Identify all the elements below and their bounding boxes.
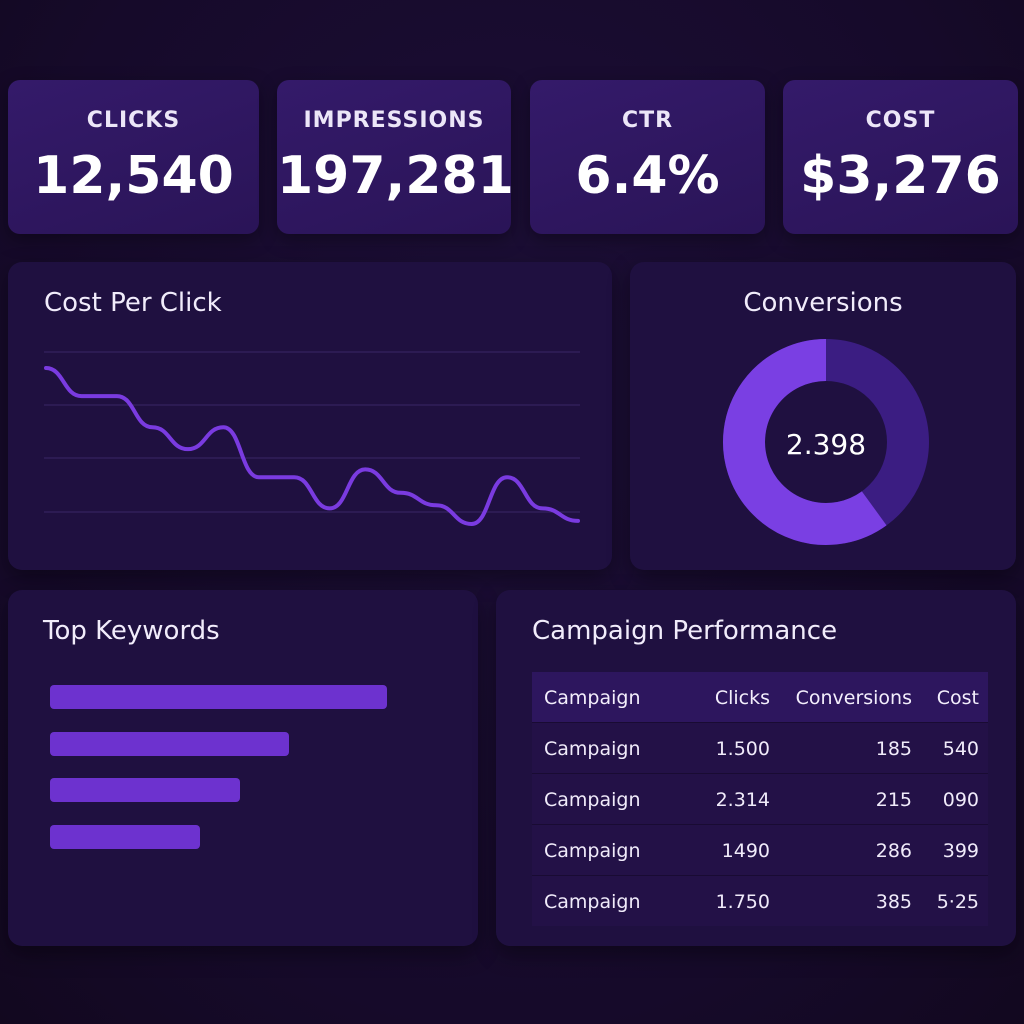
keyword-bar [50, 824, 200, 849]
campaign-table: Campaign Clicks Conversions Cost Campaig… [532, 672, 988, 926]
cell-conversions: 185 [875, 738, 912, 760]
header-campaign: Campaign [544, 687, 641, 709]
cell-cost: 5·25 [936, 891, 979, 913]
keyword-bar [50, 685, 387, 709]
cell-campaign: Campaign [544, 738, 641, 760]
cell-conversions: 385 [875, 891, 912, 913]
cell-cost: 540 [942, 738, 979, 760]
conversions-value: 2.398 [785, 428, 867, 461]
conversions-panel: Conversions 2.398 [630, 262, 1016, 570]
table-row: Campaign 1.750 385 5·25 [532, 875, 988, 926]
kpi-label: CTR [621, 108, 674, 133]
kpi-label: CLICKS [86, 108, 181, 133]
cell-conversions: 286 [875, 840, 912, 862]
header-cost: Cost [936, 687, 979, 709]
keyword-bar [50, 731, 289, 756]
kpi-card-cost: COST $3,276 [783, 80, 1018, 234]
cell-clicks: 2.314 [715, 789, 770, 811]
cpc-panel: Cost Per Click [8, 262, 612, 570]
kpi-card-impressions: IMPRESSIONS 197,281 [277, 80, 514, 234]
kpi-card-clicks: CLICKS 12,540 [8, 80, 259, 234]
table-header: Campaign Clicks Conversions Cost [532, 672, 988, 722]
cell-cost: 090 [942, 789, 979, 811]
kpi-card-ctr: CTR 6.4% [530, 80, 765, 234]
cpc-series-line [44, 366, 580, 526]
kpi-value: 12,540 [33, 146, 234, 206]
kpi-label: IMPRESSIONS [303, 108, 485, 133]
table-row: Campaign 1.500 185 540 [532, 722, 988, 773]
donut-fill [723, 339, 887, 545]
cell-clicks: 1490 [721, 840, 770, 862]
kpi-value: 6.4% [575, 146, 720, 206]
table-row: Campaign 2.314 215 090 [532, 773, 988, 824]
cpc-title: Cost Per Click [44, 288, 222, 318]
conversions-donut [723, 339, 929, 545]
campaign-title: Campaign Performance [532, 616, 838, 646]
cpc-chart [44, 351, 580, 526]
kpi-value: 197,281 [277, 146, 514, 206]
kpi-value: $3,276 [800, 146, 1001, 206]
cell-campaign: Campaign [544, 891, 641, 913]
cell-campaign: Campaign [544, 789, 641, 811]
table-row: Campaign 1490 286 399 [532, 824, 988, 875]
keywords-title: Top Keywords [43, 616, 220, 646]
keyword-bar [50, 778, 240, 802]
cell-cost: 399 [942, 840, 979, 862]
header-conversions: Conversions [795, 687, 912, 709]
conversions-title: Conversions [743, 288, 903, 318]
kpi-label: COST [865, 108, 936, 133]
keywords-panel: Top Keywords [8, 590, 478, 946]
cell-campaign: Campaign [544, 840, 641, 862]
cell-conversions: 215 [875, 789, 912, 811]
cell-clicks: 1.500 [715, 738, 770, 760]
cell-clicks: 1.750 [715, 891, 770, 913]
header-clicks: Clicks [714, 687, 770, 709]
